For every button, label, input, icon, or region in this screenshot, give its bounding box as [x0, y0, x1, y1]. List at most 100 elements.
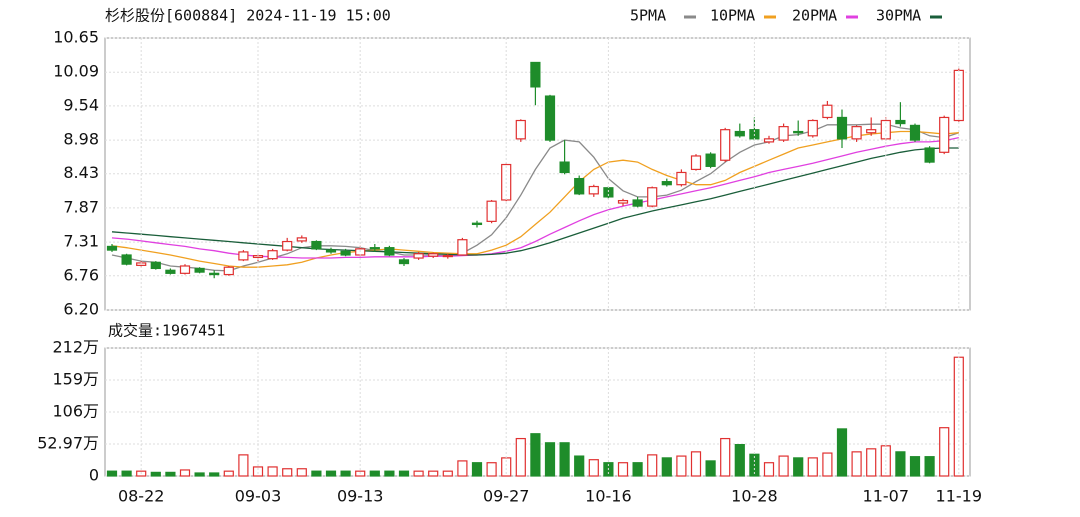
candle-body — [384, 247, 395, 256]
volume-bar — [851, 451, 862, 477]
volume-bar — [559, 442, 570, 477]
legend-label: 5PMA — [630, 7, 666, 25]
x-tick-label: 11-07 — [863, 487, 910, 506]
y-tick-label: 7.31 — [63, 232, 99, 251]
volume-bar — [413, 470, 424, 477]
y-tick-label: 6.76 — [63, 265, 99, 284]
x-tick-label: 10-16 — [585, 487, 632, 506]
candle-body — [588, 185, 599, 195]
y-tick-label: 7.87 — [63, 197, 99, 216]
volume-bar — [267, 466, 278, 477]
volume-bar — [238, 454, 249, 477]
volume-bar — [311, 470, 322, 477]
volume-bar — [924, 456, 935, 477]
candle-body — [209, 272, 220, 276]
candle-body — [851, 126, 862, 140]
candle-body — [866, 129, 877, 134]
y-tick-label: 106万 — [52, 402, 99, 421]
volume-bar — [544, 442, 556, 477]
candle-body — [617, 199, 629, 204]
volume-bar — [179, 469, 191, 477]
legend-label: 30PMA — [876, 7, 921, 25]
volume-bar — [763, 462, 775, 477]
volume-bar — [442, 470, 453, 477]
volume-bar — [282, 468, 293, 477]
volume-bar — [325, 470, 337, 477]
y-tick-label: 9.54 — [63, 95, 99, 114]
volume-bar — [398, 470, 410, 477]
volume-bar — [720, 437, 731, 477]
candle-body — [909, 124, 921, 141]
candle-body — [778, 126, 789, 141]
volume-bar — [515, 437, 526, 477]
candle-body — [150, 261, 161, 270]
candle-body — [340, 250, 351, 256]
candle-body — [311, 240, 322, 250]
candle-body — [632, 199, 643, 207]
x-tick-label: 09-03 — [235, 487, 282, 506]
candle-body — [267, 250, 278, 260]
candle-body — [471, 222, 483, 226]
volume-bar — [530, 433, 541, 477]
volume-bar — [690, 451, 702, 477]
candle-body — [106, 245, 118, 251]
candle-body — [442, 255, 453, 258]
volume-bar — [471, 462, 483, 477]
volume-bar — [647, 454, 658, 477]
volume-bar — [296, 468, 307, 477]
y-tick-label: 10.65 — [53, 28, 99, 47]
volume-bar — [588, 459, 599, 477]
candle-body — [647, 187, 658, 207]
x-tick-label: 10-28 — [731, 487, 778, 506]
candle-body — [194, 267, 205, 273]
volume-bar — [778, 455, 789, 477]
chart-title: 杉杉股份[600884] 2024-11-19 15:00 — [105, 7, 391, 25]
volume-bar — [617, 462, 629, 477]
candle-body — [515, 119, 526, 140]
candle-body — [121, 254, 132, 265]
volume-bar — [340, 470, 351, 477]
volume-bar — [194, 472, 205, 477]
volume-bar — [836, 428, 848, 477]
candle-body — [325, 249, 337, 253]
candle-body — [734, 130, 745, 137]
y-tick-label: 0 — [89, 466, 99, 485]
candle-body — [822, 104, 833, 119]
x-tick-label: 11-19 — [936, 487, 983, 506]
legend-label: 10PMA — [710, 7, 755, 25]
candle-body — [428, 253, 439, 257]
volume-bar — [165, 471, 176, 477]
volume-bar — [106, 470, 118, 477]
candle-body — [939, 116, 950, 153]
ma-line — [111, 130, 959, 268]
candle-body — [690, 155, 702, 171]
candle-body — [223, 266, 234, 276]
candle-body — [165, 269, 176, 274]
candle-body — [296, 237, 307, 242]
volume-bar — [661, 457, 672, 477]
candle-body — [574, 177, 585, 195]
y-tick-label: 8.43 — [63, 163, 99, 182]
y-tick-label: 52.97万 — [37, 434, 99, 453]
y-tick-label: 10.09 — [53, 62, 99, 81]
candle-body — [559, 161, 570, 174]
candle-body — [793, 130, 804, 134]
volume-bar — [909, 456, 921, 477]
candle-body — [530, 61, 541, 88]
candle-body — [705, 153, 716, 167]
candle-body — [924, 147, 935, 163]
volume-bar — [486, 462, 497, 477]
y-tick-label: 212万 — [52, 338, 99, 357]
volume-bar — [121, 470, 132, 477]
candle-body — [238, 251, 249, 261]
y-tick-label: 6.20 — [63, 300, 99, 319]
candle-body — [895, 119, 906, 125]
x-tick-label: 08-22 — [118, 487, 165, 506]
volume-bar — [209, 472, 220, 477]
legend-label: 20PMA — [792, 7, 837, 25]
volume-bar — [252, 466, 264, 477]
y-tick-label: 159万 — [52, 370, 99, 389]
candle-body — [661, 181, 672, 186]
ma-line — [111, 147, 959, 256]
